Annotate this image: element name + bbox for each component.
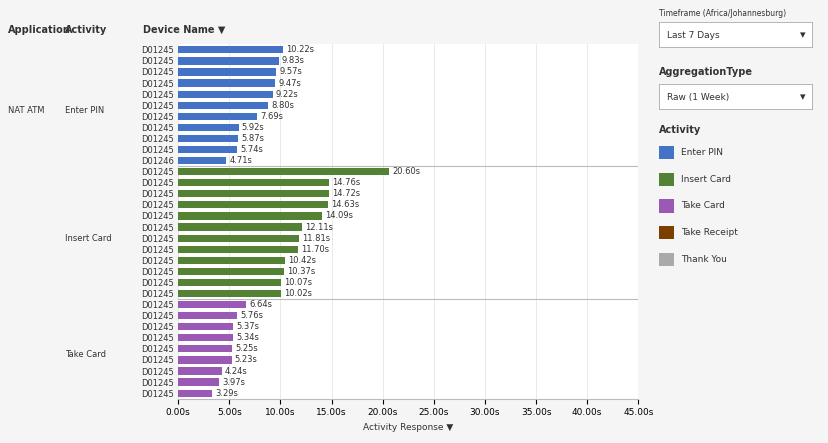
Text: AggregationType: AggregationType: [658, 67, 752, 78]
Bar: [178, 113, 257, 120]
Bar: [178, 290, 281, 297]
Text: Take Card: Take Card: [65, 350, 105, 359]
Bar: [178, 256, 285, 264]
Text: 6.64s: 6.64s: [249, 300, 272, 309]
Text: 5.76s: 5.76s: [240, 311, 262, 320]
Text: Activity: Activity: [658, 125, 700, 135]
Text: 14.63s: 14.63s: [330, 200, 359, 210]
Text: 9.47s: 9.47s: [277, 78, 301, 88]
Text: 12.11s: 12.11s: [305, 222, 333, 232]
Text: Enter PIN: Enter PIN: [65, 106, 104, 115]
Text: Last 7 Days: Last 7 Days: [666, 31, 719, 40]
Bar: [178, 323, 233, 330]
Text: Insert Card: Insert Card: [680, 175, 729, 184]
Text: 4.24s: 4.24s: [224, 366, 247, 376]
Text: 14.09s: 14.09s: [325, 211, 353, 221]
Text: 3.29s: 3.29s: [214, 389, 238, 398]
Bar: [178, 46, 282, 54]
Text: Timeframe (Africa/Johannesburg): Timeframe (Africa/Johannesburg): [658, 8, 785, 18]
Bar: [178, 367, 221, 375]
Text: 5.37s: 5.37s: [236, 322, 259, 331]
Text: Thank You: Thank You: [680, 255, 725, 264]
Text: Application: Application: [8, 25, 71, 35]
Bar: [178, 356, 232, 364]
Text: 14.72s: 14.72s: [331, 189, 359, 198]
Bar: [178, 57, 278, 65]
Text: 9.22s: 9.22s: [275, 89, 298, 99]
Text: 10.37s: 10.37s: [287, 267, 315, 276]
Bar: [178, 201, 327, 209]
Text: Raw (1 Week): Raw (1 Week): [666, 93, 728, 102]
Text: Device Name ▼: Device Name ▼: [142, 25, 224, 35]
Text: 5.23s: 5.23s: [234, 355, 258, 365]
Text: 5.74s: 5.74s: [239, 145, 262, 154]
Bar: [178, 135, 238, 142]
Text: ▾: ▾: [799, 93, 805, 103]
Bar: [178, 312, 237, 319]
Bar: [178, 268, 284, 275]
Text: 5.34s: 5.34s: [236, 333, 258, 342]
Bar: [178, 190, 329, 198]
Bar: [178, 157, 226, 164]
Text: 9.57s: 9.57s: [279, 67, 301, 77]
Bar: [178, 245, 297, 253]
Text: Enter PIN: Enter PIN: [680, 148, 722, 157]
Text: 4.71s: 4.71s: [229, 156, 252, 165]
Bar: [178, 101, 268, 109]
Bar: [178, 234, 299, 242]
Text: 20.60s: 20.60s: [392, 167, 420, 176]
Text: Activity: Activity: [65, 25, 107, 35]
Bar: [178, 301, 246, 308]
Text: 10.22s: 10.22s: [286, 45, 314, 54]
Text: 8.80s: 8.80s: [271, 101, 294, 110]
Bar: [178, 68, 276, 76]
Bar: [178, 345, 232, 353]
Bar: [178, 212, 322, 220]
Text: Insert Card: Insert Card: [65, 233, 111, 243]
Text: 5.87s: 5.87s: [241, 134, 264, 143]
Text: 5.25s: 5.25s: [234, 344, 258, 354]
Bar: [178, 168, 388, 175]
Text: 10.07s: 10.07s: [284, 278, 312, 287]
Bar: [178, 79, 275, 87]
Bar: [178, 378, 219, 386]
Text: 5.92s: 5.92s: [242, 123, 264, 132]
Text: 10.02s: 10.02s: [283, 289, 311, 298]
Text: 11.81s: 11.81s: [301, 233, 330, 243]
Bar: [178, 334, 233, 342]
Text: 7.69s: 7.69s: [260, 112, 282, 121]
Bar: [178, 279, 281, 286]
Text: 11.70s: 11.70s: [301, 245, 329, 254]
Text: 3.97s: 3.97s: [222, 377, 244, 387]
Text: Take Card: Take Card: [680, 202, 724, 210]
Text: NAT ATM: NAT ATM: [8, 106, 45, 115]
Text: 9.83s: 9.83s: [282, 56, 305, 66]
Bar: [178, 179, 329, 187]
Bar: [178, 146, 237, 153]
Text: Take Receipt: Take Receipt: [680, 228, 737, 237]
Text: 10.42s: 10.42s: [287, 256, 315, 265]
Bar: [178, 90, 272, 98]
X-axis label: Activity Response ▼: Activity Response ▼: [363, 423, 453, 432]
Text: 14.76s: 14.76s: [332, 178, 360, 187]
Bar: [178, 124, 238, 131]
Text: ▾: ▾: [799, 31, 805, 41]
Bar: [178, 223, 301, 231]
Bar: [178, 389, 212, 397]
